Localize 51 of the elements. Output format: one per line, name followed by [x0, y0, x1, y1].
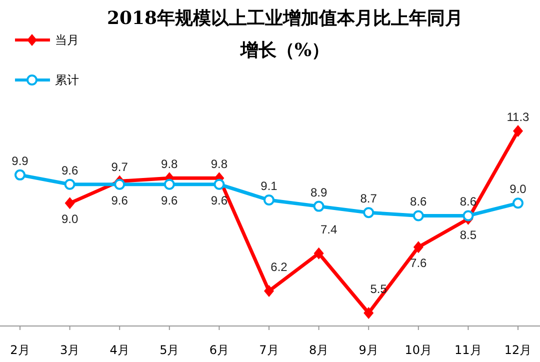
data-label: 9.9 — [12, 154, 29, 168]
data-label: 8.9 — [310, 185, 328, 200]
data-label: 8.6 — [410, 194, 428, 209]
legend-label: 当月 — [55, 33, 79, 47]
point — [462, 210, 474, 222]
point — [264, 194, 274, 206]
x-tick-label: 3月 — [60, 343, 80, 357]
data-label: 8.7 — [360, 192, 378, 206]
data-label: 11.3 — [506, 110, 530, 124]
data-label: 9.6 — [111, 193, 128, 208]
chart-title: 2018年规模以上工业增加值本月比上年同月增长（%） — [106, 8, 464, 61]
point — [164, 178, 175, 190]
x-tick-label: 7月 — [259, 343, 279, 357]
point — [114, 178, 126, 190]
point — [364, 307, 374, 319]
x-tick-label: 2月 — [10, 343, 30, 357]
x-tick-label: 12月 — [504, 343, 532, 357]
point — [513, 125, 523, 137]
x-tick-label: 4月 — [110, 343, 130, 357]
data-label: 9.1 — [260, 179, 278, 194]
point — [314, 247, 324, 260]
point — [264, 285, 274, 298]
point — [313, 200, 324, 212]
point — [214, 178, 225, 190]
data-label: 8.5 — [460, 228, 477, 242]
x-tick-label: 11月 — [454, 343, 482, 357]
data-label: 9.8 — [161, 157, 178, 172]
x-tick-label: 9月 — [358, 343, 378, 357]
point — [512, 198, 524, 209]
data-label: 6.2 — [270, 260, 288, 274]
x-tick-label: 6月 — [209, 343, 230, 357]
x-tick-label: 10月 — [404, 343, 432, 357]
data-label: 8.6 — [460, 194, 477, 209]
x-tick-label: 8月 — [308, 343, 329, 357]
data-label: 9.6 — [210, 193, 228, 208]
point — [412, 210, 424, 222]
data-label: 9.8 — [210, 157, 228, 172]
point — [64, 178, 76, 190]
point — [14, 169, 26, 180]
data-label: 7.4 — [320, 222, 338, 236]
data-label: 9.0 — [61, 212, 78, 226]
data-label: 9.0 — [510, 182, 527, 196]
point — [64, 197, 75, 210]
data-label: 9.7 — [111, 160, 128, 174]
data-label: 9.6 — [161, 193, 178, 208]
legend-label: 累计 — [55, 73, 79, 87]
x-tick-label: 5月 — [160, 343, 180, 357]
point — [363, 207, 374, 218]
data-label: 9.6 — [61, 163, 78, 178]
point — [413, 241, 424, 254]
data-label: 7.6 — [410, 256, 428, 270]
